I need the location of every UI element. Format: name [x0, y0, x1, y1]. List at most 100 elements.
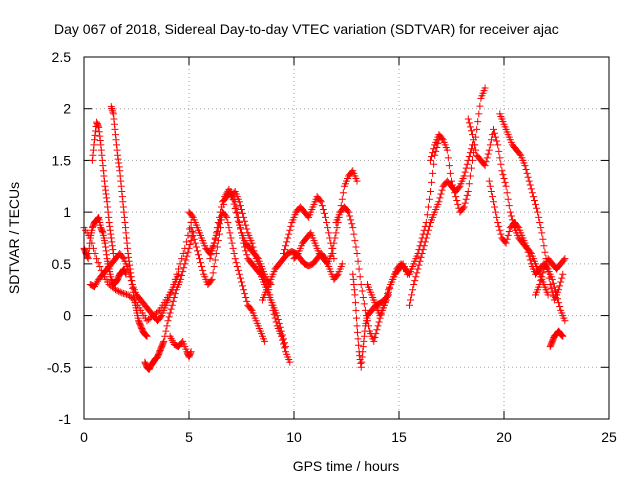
- data-point: [241, 290, 249, 298]
- data-point: [228, 239, 236, 247]
- data-point: [208, 247, 216, 255]
- data-point: [187, 224, 195, 232]
- data-point: [333, 271, 341, 279]
- data-point: [353, 250, 361, 258]
- data-point: [351, 237, 359, 245]
- data-point: [107, 103, 115, 111]
- data-point: [494, 218, 502, 226]
- data-point: [488, 193, 496, 201]
- data-point: [250, 247, 258, 255]
- data-point: [490, 198, 497, 206]
- data-point: [164, 317, 172, 325]
- data-point: [348, 220, 356, 228]
- data-point: [330, 239, 338, 247]
- data-point: [153, 353, 161, 361]
- data-point: [450, 185, 458, 193]
- data-point: [558, 331, 566, 339]
- data-point: [423, 230, 431, 238]
- data-point: [537, 277, 545, 285]
- data-point: [484, 150, 492, 158]
- data-point: [349, 224, 357, 232]
- data-point: [243, 297, 251, 305]
- data-point: [501, 178, 509, 186]
- series-sat-f: [80, 213, 130, 289]
- data-point: [317, 198, 325, 206]
- data-point: [270, 310, 278, 318]
- data-point: [461, 168, 469, 176]
- data-point: [126, 273, 134, 281]
- data-point: [420, 242, 428, 250]
- data-point: [537, 224, 545, 232]
- data-point: [122, 229, 130, 237]
- data-point: [185, 244, 193, 252]
- data-point: [502, 239, 510, 247]
- data-point: [267, 296, 275, 304]
- data-point: [465, 119, 473, 127]
- data-point: [232, 209, 240, 217]
- data-point: [463, 160, 471, 168]
- data-point: [525, 177, 533, 185]
- data-point: [251, 251, 259, 259]
- data-point: [353, 322, 361, 330]
- data-point: [536, 218, 544, 226]
- data-point: [181, 260, 189, 268]
- data-point: [412, 273, 420, 281]
- data-point: [207, 251, 215, 259]
- data-point: [437, 190, 445, 198]
- data-point: [287, 222, 295, 230]
- series-sat-i: [185, 208, 269, 345]
- data-point: [536, 281, 544, 289]
- x-tick-label: 15: [391, 429, 407, 445]
- data-point: [166, 309, 174, 317]
- data-point: [154, 308, 162, 316]
- data-point: [429, 149, 437, 157]
- series-sat-x: [532, 255, 569, 299]
- data-point: [438, 134, 446, 142]
- data-point: [183, 252, 191, 260]
- data-point: [103, 251, 111, 259]
- series-sat-g: [86, 250, 182, 325]
- data-point: [373, 326, 381, 334]
- data-point: [209, 269, 217, 277]
- data-point: [526, 256, 534, 264]
- data-point: [215, 220, 223, 228]
- data-point: [278, 336, 286, 344]
- data-point: [232, 203, 240, 211]
- series-sat-a: [80, 218, 195, 325]
- data-point: [107, 230, 115, 238]
- data-point: [358, 358, 366, 366]
- data-point: [418, 250, 426, 258]
- data-point: [460, 203, 468, 211]
- data-point: [85, 244, 93, 252]
- data-point: [235, 270, 243, 278]
- data-point: [169, 297, 177, 305]
- y-tick-labels: -1 -0.5 0 0.5 1 1.5 2 2.5: [47, 49, 71, 427]
- data-point: [109, 110, 117, 118]
- data-point: [212, 250, 220, 258]
- data-point: [187, 237, 195, 245]
- data-point: [339, 189, 347, 197]
- data-point: [460, 172, 468, 180]
- data-point: [211, 256, 219, 264]
- data-point: [106, 226, 114, 234]
- data-point: [115, 159, 123, 167]
- data-point: [211, 234, 219, 242]
- data-point: [445, 162, 453, 170]
- data-point: [91, 131, 99, 139]
- data-point: [486, 141, 494, 149]
- data-point: [109, 250, 117, 258]
- data-point: [349, 270, 357, 278]
- data-point: [446, 169, 454, 177]
- data-point: [222, 212, 230, 220]
- data-point: [123, 290, 131, 298]
- data-point: [529, 193, 537, 201]
- series-sat-k: [227, 187, 294, 366]
- axis-ticks: [83, 56, 610, 420]
- series-sat-q: [364, 136, 443, 320]
- data-point: [112, 136, 120, 144]
- data-point: [210, 239, 218, 247]
- data-point: [98, 156, 106, 164]
- data-point: [247, 305, 255, 313]
- data-point: [495, 147, 503, 155]
- data-point: [101, 239, 109, 247]
